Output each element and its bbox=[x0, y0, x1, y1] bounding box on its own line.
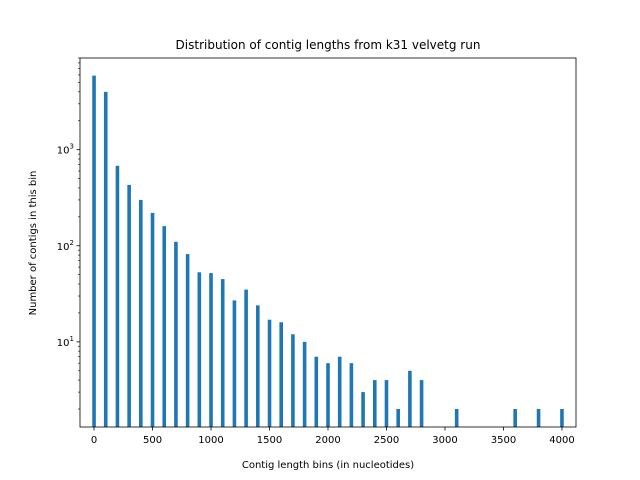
x-tick-label: 1500 bbox=[257, 435, 282, 446]
bar bbox=[174, 241, 178, 427]
x-tick-label: 4000 bbox=[549, 435, 574, 446]
x-tick-label: 2000 bbox=[315, 435, 340, 446]
bars-group bbox=[92, 75, 564, 428]
bar bbox=[384, 380, 389, 427]
bar bbox=[197, 272, 202, 427]
bar bbox=[396, 409, 400, 427]
x-tick-label: 500 bbox=[143, 435, 162, 446]
bar bbox=[361, 392, 365, 427]
bar bbox=[150, 212, 155, 427]
bar bbox=[560, 409, 564, 427]
x-axis-label: Contig length bins (in nucleotides) bbox=[242, 460, 414, 471]
x-tick-label: 3500 bbox=[491, 435, 516, 446]
bar bbox=[127, 184, 131, 427]
bar bbox=[408, 370, 412, 427]
bar bbox=[92, 75, 96, 428]
x-tick-label: 2500 bbox=[374, 435, 399, 446]
y-axis-label: Number of contigs in this bin bbox=[28, 171, 39, 316]
x-tick-label: 3000 bbox=[432, 435, 457, 446]
bar bbox=[291, 334, 295, 427]
bar bbox=[256, 305, 260, 427]
x-axis-ticks: 0 500 1000 1500 2000 2500 3000 3500 4000 bbox=[91, 427, 575, 446]
bar bbox=[337, 356, 342, 427]
bar bbox=[279, 322, 284, 427]
bar bbox=[115, 165, 120, 427]
bar bbox=[139, 199, 143, 427]
bar bbox=[536, 409, 541, 427]
bar bbox=[162, 226, 167, 427]
bar bbox=[209, 273, 213, 427]
bar bbox=[372, 380, 377, 427]
bar bbox=[419, 380, 424, 427]
x-tick-label: 0 bbox=[91, 435, 97, 446]
plot-frame bbox=[79, 57, 577, 428]
bar bbox=[513, 409, 517, 427]
x-tick-label: 1000 bbox=[198, 435, 223, 446]
bar bbox=[302, 341, 307, 427]
bar bbox=[185, 254, 190, 427]
bar bbox=[349, 363, 354, 427]
bar bbox=[314, 356, 319, 427]
bar bbox=[267, 319, 272, 427]
bar bbox=[103, 91, 108, 427]
bar bbox=[220, 279, 225, 427]
bar bbox=[454, 409, 459, 427]
chart-title: Distribution of contig lengths from k31 … bbox=[176, 38, 481, 52]
bar bbox=[244, 289, 248, 427]
bar bbox=[326, 363, 330, 427]
bar bbox=[232, 300, 237, 427]
